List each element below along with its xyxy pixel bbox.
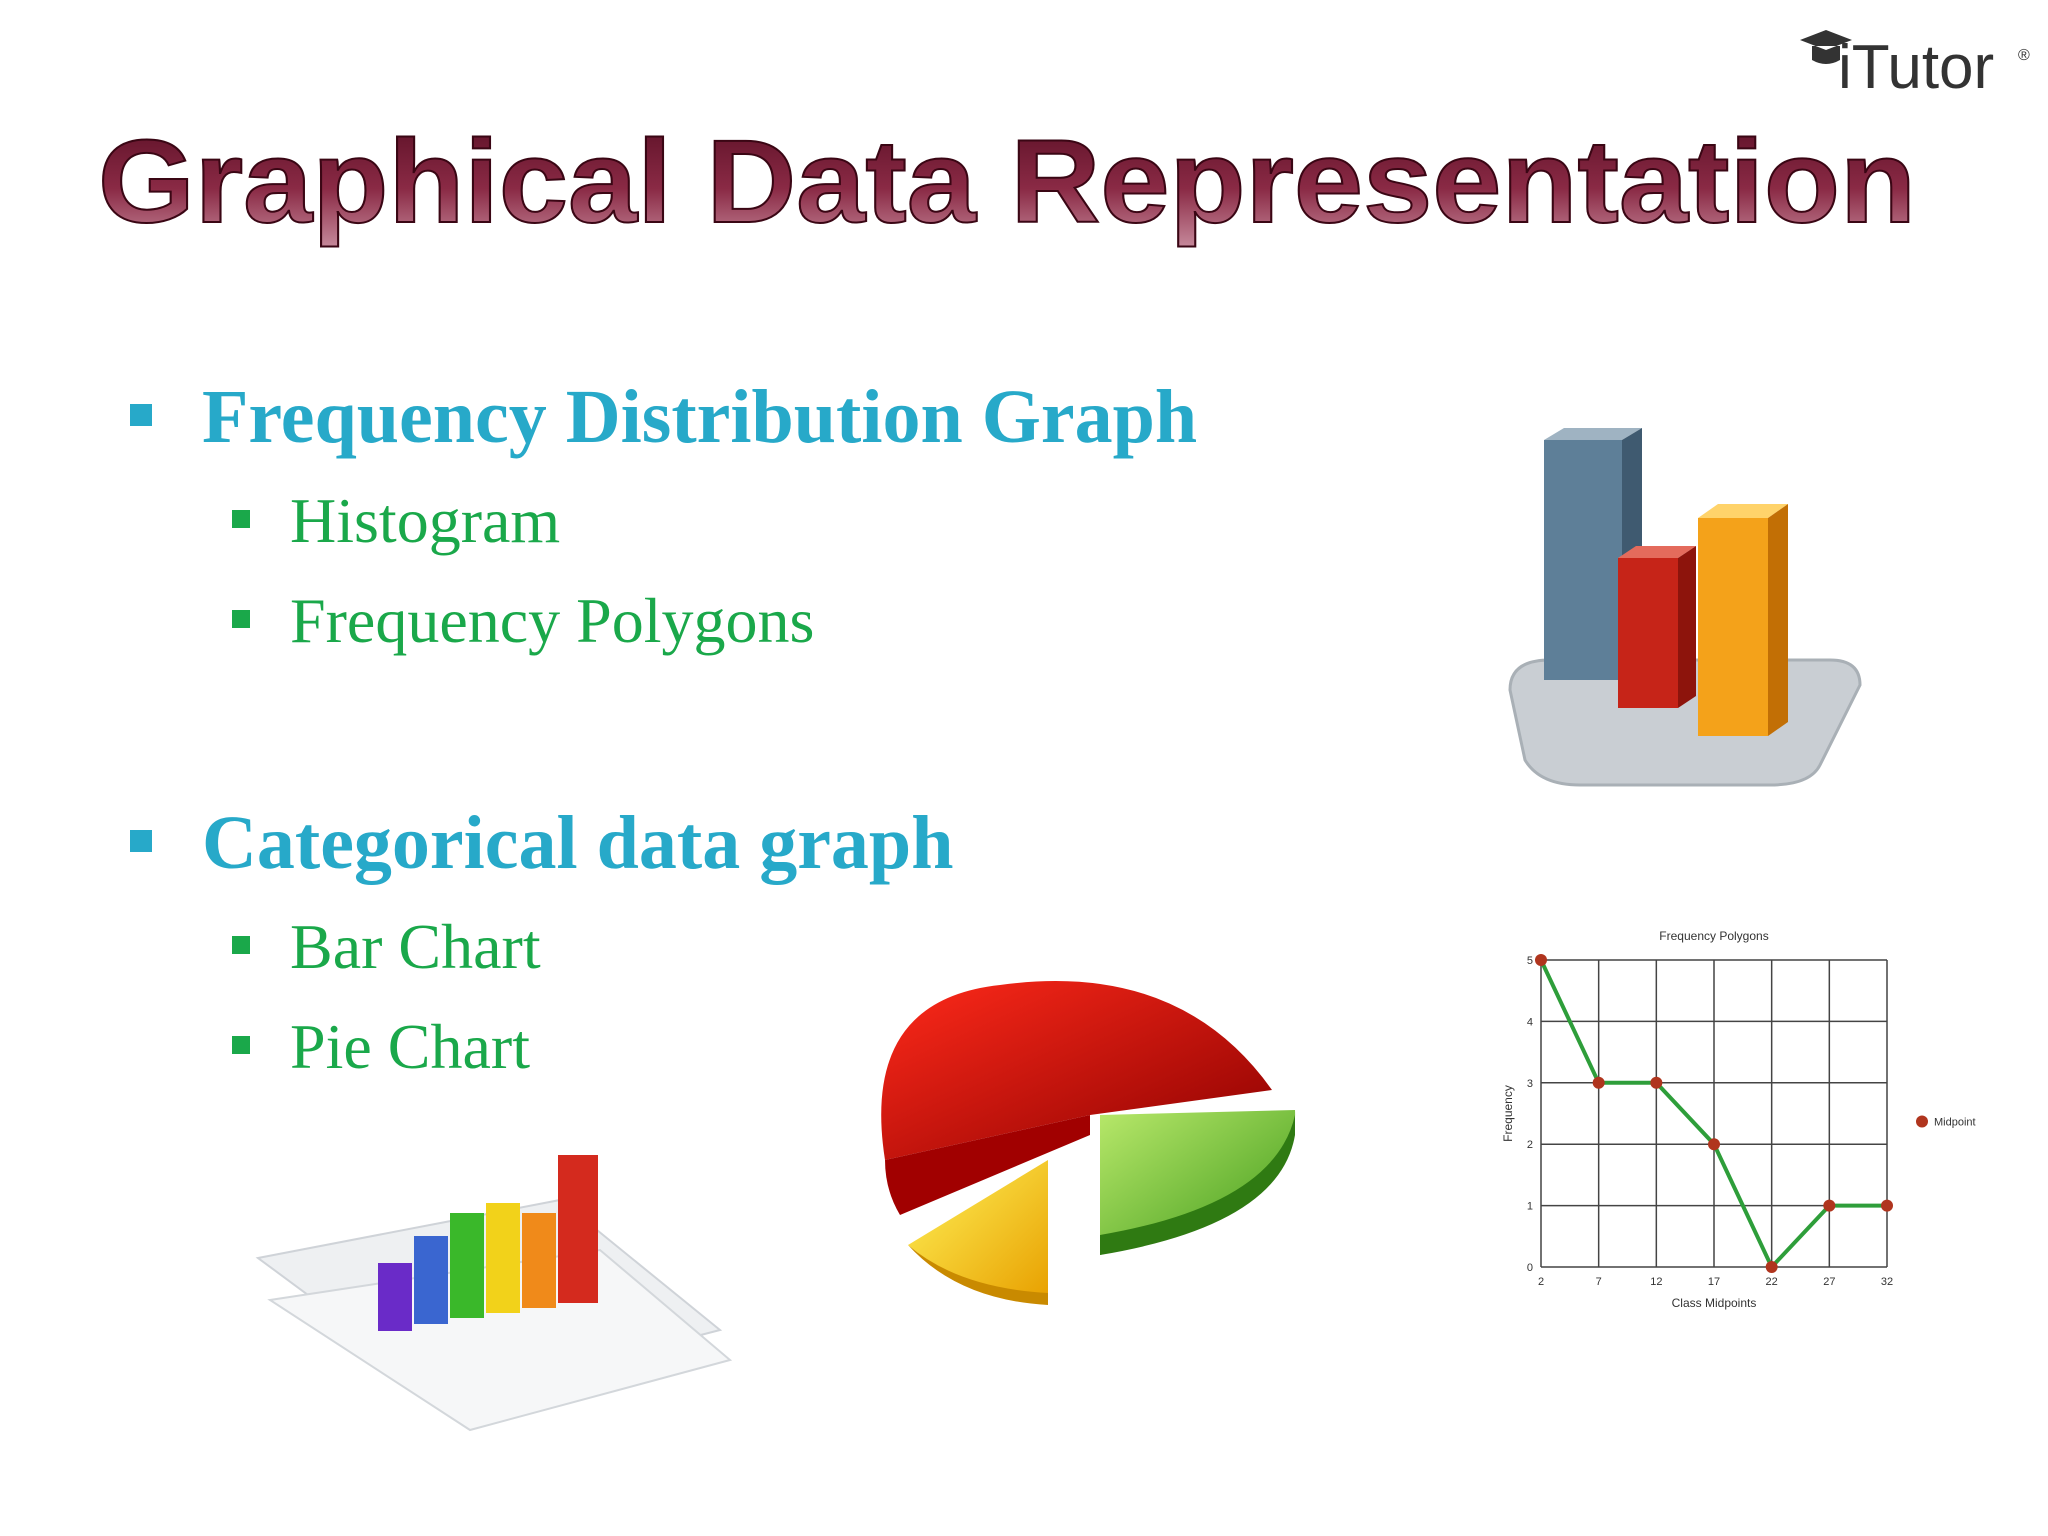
y-tick-label: 3 <box>1527 1078 1533 1090</box>
sub-bullet-marker <box>232 510 250 528</box>
data-point <box>1823 1199 1836 1212</box>
x-tick-label: 2 <box>1538 1276 1544 1288</box>
legend-label: Midpoint <box>1934 1117 1976 1129</box>
logo-mark: ® <box>2018 47 2030 64</box>
sub-bullet: Pie Chart <box>290 1011 530 1082</box>
x-tick-label: 27 <box>1823 1276 1835 1288</box>
y-tick-label: 1 <box>1527 1201 1533 1213</box>
chart-title: Frequency Polygons <box>1659 929 1768 943</box>
data-point <box>1650 1076 1663 1089</box>
y-axis-label: Frequency <box>1501 1085 1515 1142</box>
sub-bullet: Frequency Polygons <box>290 585 814 656</box>
logo-text: iTutor <box>1838 33 1994 102</box>
bullet-heading: Categorical data graph <box>202 801 953 885</box>
x-axis-label: Class Midpoints <box>1672 1296 1757 1310</box>
data-point <box>1592 1076 1605 1089</box>
slide-title: Graphical Data Representation <box>98 116 1916 248</box>
logo-cap <box>1800 30 1852 64</box>
bars-3d-icon <box>1508 428 1862 787</box>
data-point <box>1881 1199 1893 1212</box>
y-tick-label: 0 <box>1527 1262 1533 1274</box>
bullet-list: Frequency Distribution Graph Histogram Fre… <box>130 375 1197 1082</box>
sub-bullet-marker <box>232 1036 250 1054</box>
x-tick-label: 32 <box>1881 1276 1893 1288</box>
data-point <box>1535 954 1547 966</box>
bullet-marker <box>130 404 152 426</box>
sub-bullet: Histogram <box>290 485 560 556</box>
x-tick-label: 17 <box>1708 1276 1720 1288</box>
data-point <box>1765 1261 1778 1273</box>
sub-bullet: Bar Chart <box>290 911 541 982</box>
x-tick-label: 7 <box>1596 1276 1602 1288</box>
bullet-marker <box>130 830 152 852</box>
bullet-heading: Frequency Distribution Graph <box>202 375 1197 459</box>
y-tick-label: 4 <box>1527 1016 1533 1028</box>
sub-bullet-marker <box>232 936 250 954</box>
x-tick-label: 22 <box>1766 1276 1778 1288</box>
sub-bullet-marker <box>232 610 250 628</box>
legend-marker <box>1916 1115 1928 1128</box>
bar-chart-icon <box>255 1155 733 1432</box>
y-tick-label: 5 <box>1527 955 1533 967</box>
data-point <box>1708 1138 1720 1151</box>
pie-icon <box>881 980 1296 1305</box>
y-tick-label: 2 <box>1527 1139 1533 1151</box>
x-tick-label: 12 <box>1650 1276 1662 1288</box>
